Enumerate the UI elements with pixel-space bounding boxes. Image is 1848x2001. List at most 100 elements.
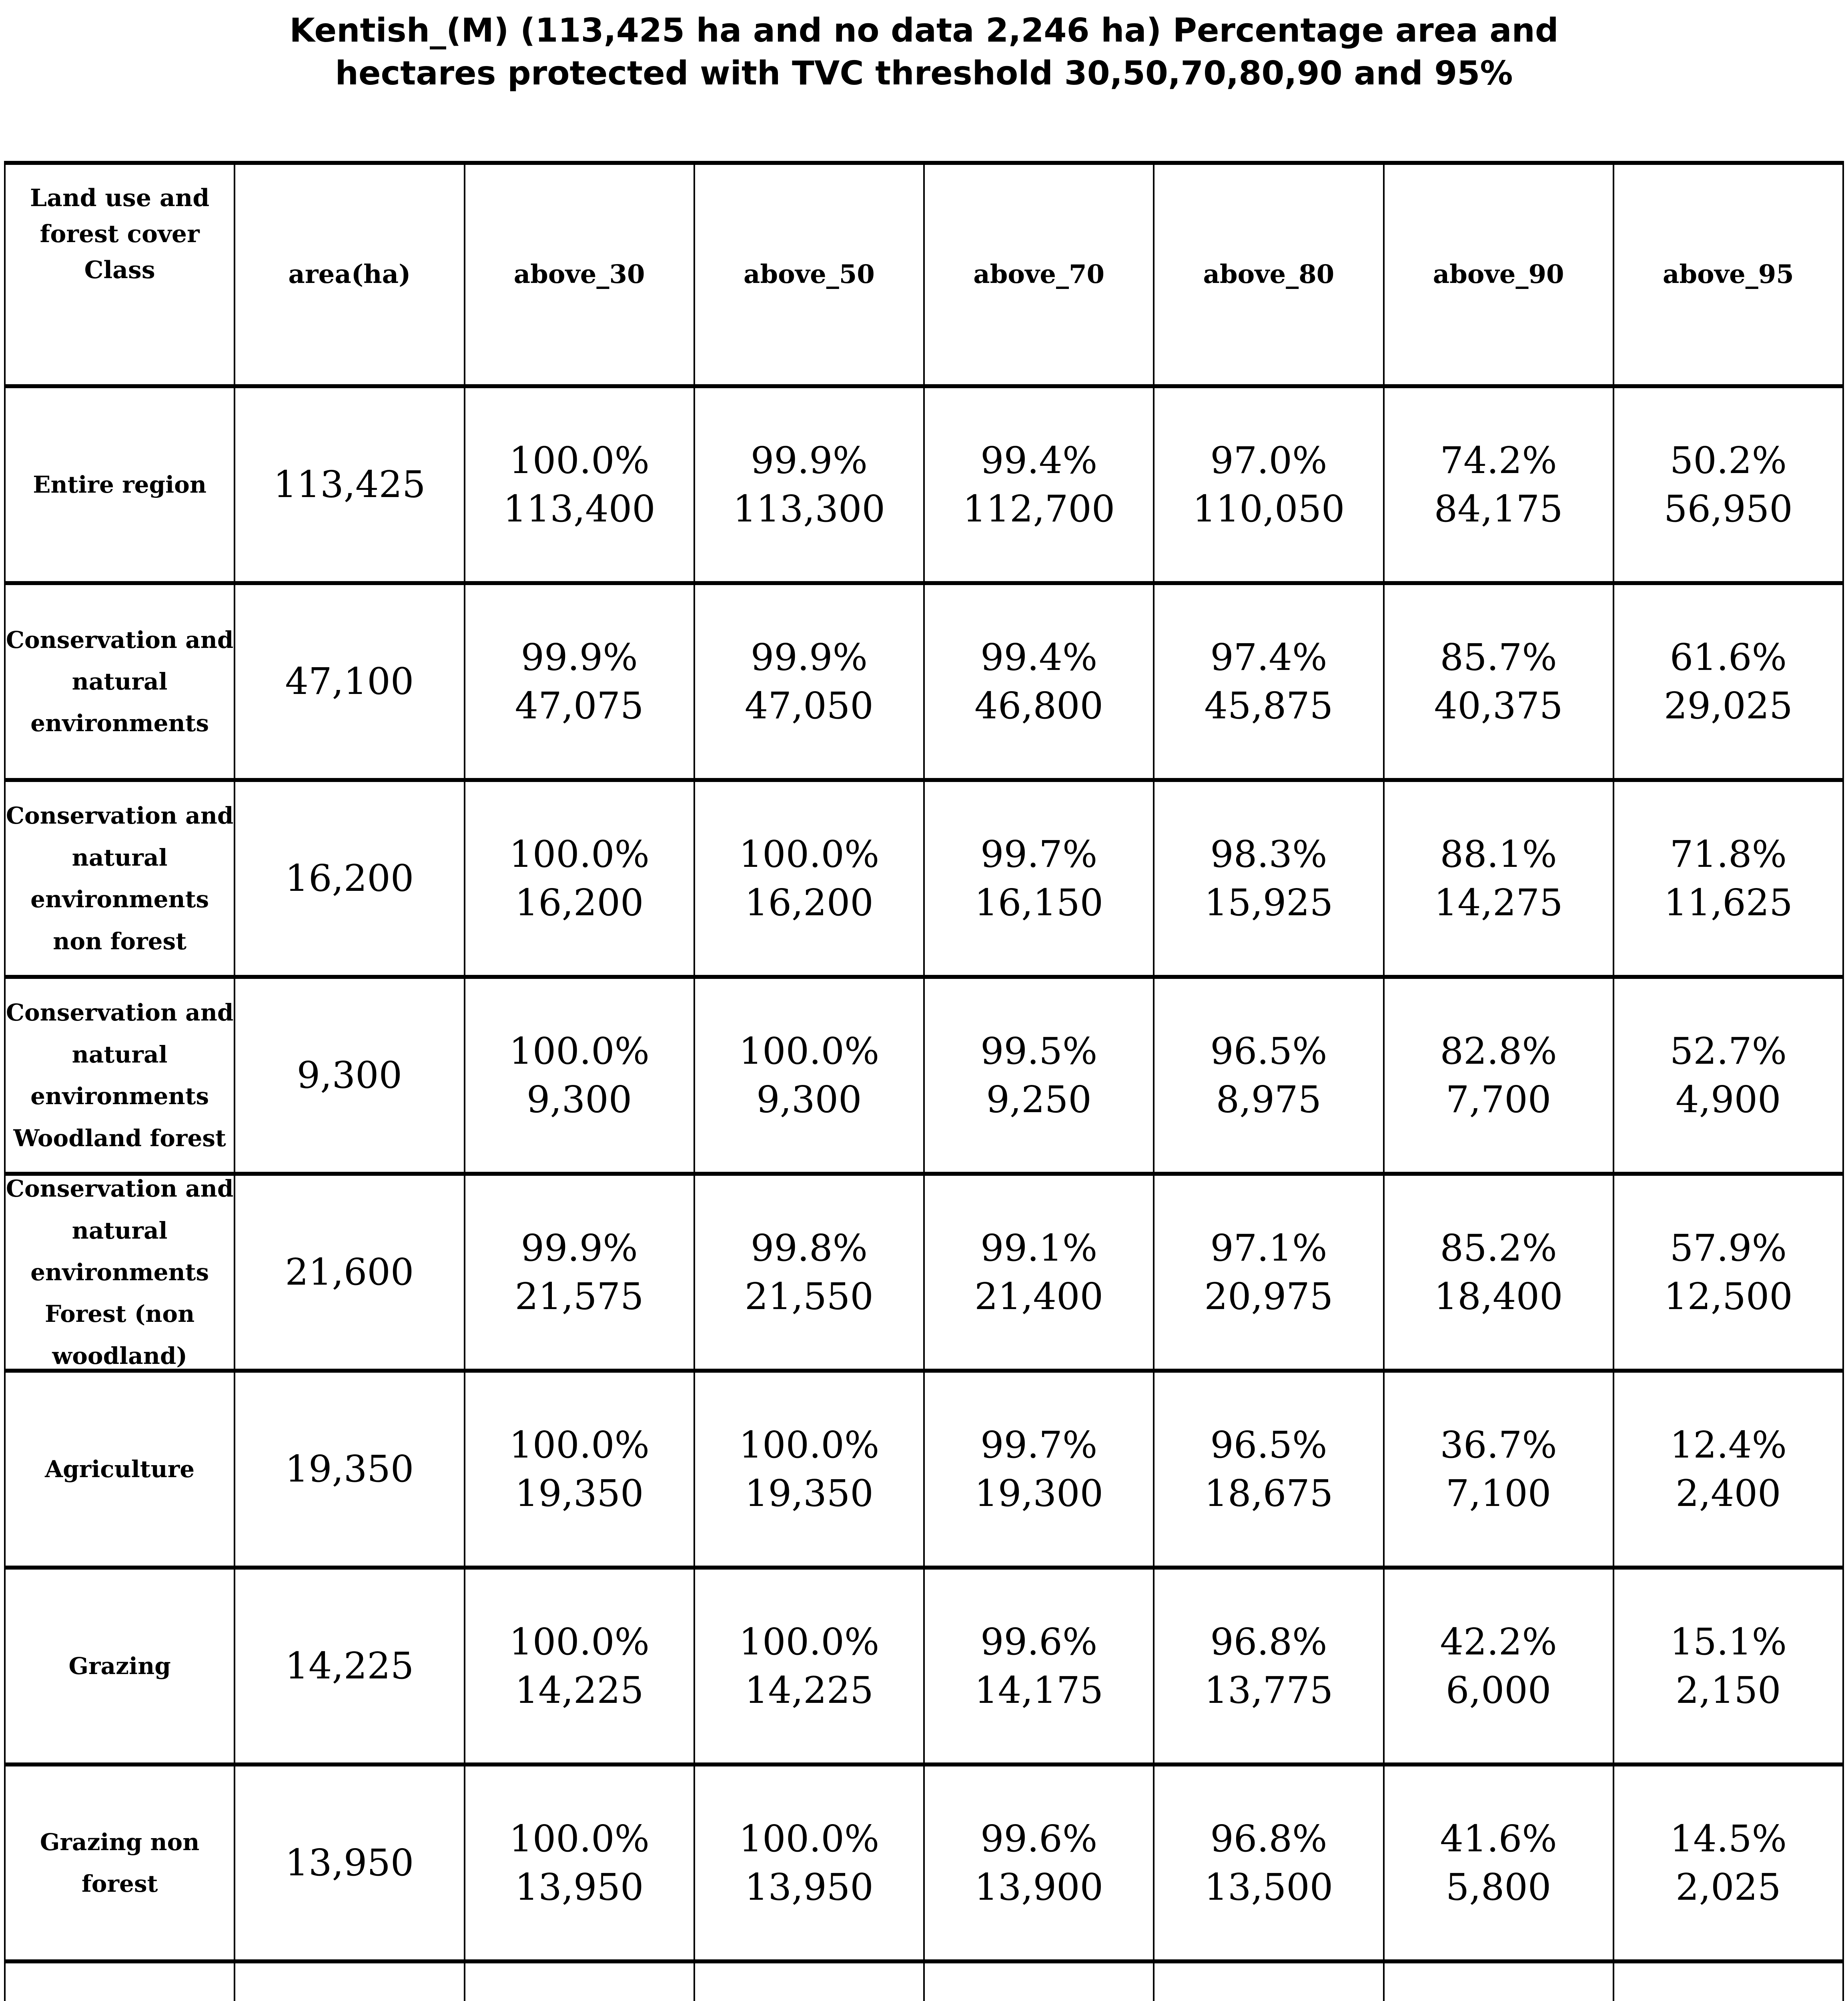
area-value: 14,225: [285, 1644, 414, 1688]
percent-value: 100.0%: [739, 1817, 880, 1860]
threshold-cell: 100.0% 16,200: [693, 778, 925, 979]
percent-value: 96.5%: [1210, 1423, 1327, 1466]
row-label-cell: Conservation and natural environments no…: [4, 778, 236, 979]
hectares-value: 16,150: [974, 881, 1104, 924]
area-value: 9,300: [297, 1054, 403, 1097]
threshold-cell: 5.2%250: [1612, 1959, 1844, 2001]
percent-value: 99.5%: [980, 1029, 1098, 1073]
table-row: Irrigation4,850100.0%4,850100.0%4,850100…: [4, 1959, 1844, 2001]
area-cell: 4,850: [234, 1959, 465, 2001]
percent-value: 74.2%: [1440, 439, 1557, 482]
area-value: 47,100: [285, 660, 414, 703]
hectares-value: 56,950: [1664, 487, 1793, 531]
area-value: 19,350: [285, 1448, 414, 1491]
threshold-cell: 61.6% 29,025: [1612, 581, 1844, 782]
threshold-cell: 21.6%1,050: [1383, 1959, 1614, 2001]
percent-value: 36.7%: [1440, 1423, 1557, 1466]
hectares-value: 14,225: [744, 1669, 874, 1712]
row-label-cell: Grazing: [4, 1566, 236, 1767]
threshold-cell: 99.7% 16,150: [923, 778, 1155, 979]
area-cell: 21,600: [234, 1172, 465, 1373]
hectares-value: 6,000: [1445, 1669, 1551, 1712]
hectares-value: 13,950: [515, 1866, 644, 1909]
threshold-cell: 85.7% 40,375: [1383, 581, 1614, 782]
percent-value: 100.0%: [739, 832, 880, 876]
table-header: Land use and forest cover Class area(ha) a…: [4, 161, 1844, 389]
percent-value: 100.0%: [739, 1423, 880, 1466]
row-label: Conservation and natural environments Fo…: [6, 1175, 234, 1369]
percent-value: 99.6%: [980, 1817, 1098, 1860]
percent-value: 96.8%: [1210, 1620, 1327, 1663]
threshold-cell: 100.0% 14,225: [463, 1566, 695, 1767]
threshold-cell: 100.0%4,850: [923, 1959, 1155, 2001]
percent-value: 99.7%: [980, 832, 1098, 876]
percent-value: 100.0%: [739, 1620, 880, 1663]
hectares-value: 5,800: [1445, 1866, 1551, 1909]
landuse-tvc-table: Land use and forest cover Class area(ha) a…: [4, 161, 1844, 2001]
hectares-value: 113,400: [503, 487, 655, 531]
hectares-value: 19,350: [744, 1472, 874, 1515]
row-label-cell: Conservation and natural environments Wo…: [4, 975, 236, 1176]
hectares-value: 46,800: [974, 684, 1104, 728]
hectares-value: 84,175: [1434, 487, 1563, 531]
threshold-cell: 99.7% 19,300: [923, 1369, 1155, 1570]
threshold-cell: 14.5% 2,025: [1612, 1762, 1844, 1964]
hectares-value: 15,925: [1204, 881, 1333, 924]
threshold-cell: 99.9% 47,075: [463, 581, 695, 782]
threshold-cell: 88.1% 14,275: [1383, 778, 1614, 979]
threshold-cell: 99.9% 113,300: [693, 384, 925, 585]
percent-value: 61.6%: [1670, 636, 1787, 679]
area-cell: 9,300: [234, 975, 465, 1176]
table-row: Grazing non forest 13,950 100.0% 13,950 100.…: [4, 1762, 1844, 1964]
threshold-cell: 100.0% 16,200: [463, 778, 695, 979]
hectares-value: 16,200: [744, 881, 874, 924]
percent-value: 85.2%: [1440, 1226, 1557, 1269]
threshold-cell: 96.8% 13,500: [1153, 1762, 1385, 1964]
table-row: Entire region 113,425 100.0% 113,400 99.9% 11…: [4, 384, 1844, 585]
area-value: 16,200: [285, 857, 414, 900]
threshold-cell: 99.6% 13,900: [923, 1762, 1155, 1964]
hectares-value: 29,025: [1664, 684, 1793, 728]
column-header: above_95: [1612, 161, 1844, 389]
hectares-value: 40,375: [1434, 684, 1563, 728]
percent-value: 97.4%: [1210, 636, 1327, 679]
threshold-cell: 42.2% 6,000: [1383, 1566, 1614, 1767]
threshold-cell: 99.4% 46,800: [923, 581, 1155, 782]
threshold-cell: 97.1% 20,975: [1153, 1172, 1385, 1373]
threshold-cell: 100.0% 13,950: [693, 1762, 925, 1964]
percent-value: 97.0%: [1210, 439, 1327, 482]
row-label-cell: Entire region: [4, 384, 236, 585]
hectares-value: 19,350: [515, 1472, 644, 1515]
percent-value: 50.2%: [1670, 439, 1787, 482]
percent-value: 100.0%: [509, 1620, 650, 1663]
threshold-cell: 98.3% 15,925: [1153, 778, 1385, 979]
percent-value: 96.5%: [1210, 1029, 1327, 1073]
hectares-value: 9,300: [526, 1078, 632, 1121]
percent-value: 14.5%: [1670, 1817, 1787, 1860]
hectares-value: 13,900: [974, 1866, 1104, 1909]
threshold-cell: 96.8% 13,775: [1153, 1566, 1385, 1767]
column-header: above_50: [693, 161, 925, 389]
percent-value: 57.9%: [1670, 1226, 1787, 1269]
hectares-value: 8,975: [1216, 1078, 1322, 1121]
hectares-value: 113,300: [733, 487, 886, 531]
percent-value: 99.9%: [750, 439, 868, 482]
percent-value: 12.4%: [1670, 1423, 1787, 1466]
percent-value: 100.0%: [509, 439, 650, 482]
hectares-value: 2,400: [1676, 1472, 1781, 1515]
hectares-value: 9,300: [756, 1078, 862, 1121]
percent-value: 100.0%: [509, 1817, 650, 1860]
percent-value: 71.8%: [1670, 832, 1787, 876]
area-value: 113,425: [273, 463, 426, 506]
threshold-cell: 100.0%4,850: [693, 1959, 925, 2001]
row-label-cell: Agriculture: [4, 1369, 236, 1570]
percent-value: 52.7%: [1670, 1029, 1787, 1073]
percent-value: 100.0%: [739, 1029, 880, 1073]
threshold-cell: 99.6% 14,175: [923, 1566, 1155, 1767]
hectares-value: 14,275: [1434, 881, 1563, 924]
hectares-value: 18,400: [1434, 1275, 1563, 1318]
hectares-value: 20,975: [1204, 1275, 1333, 1318]
threshold-cell: 99.8% 21,550: [693, 1172, 925, 1373]
hectares-value: 18,675: [1204, 1472, 1333, 1515]
